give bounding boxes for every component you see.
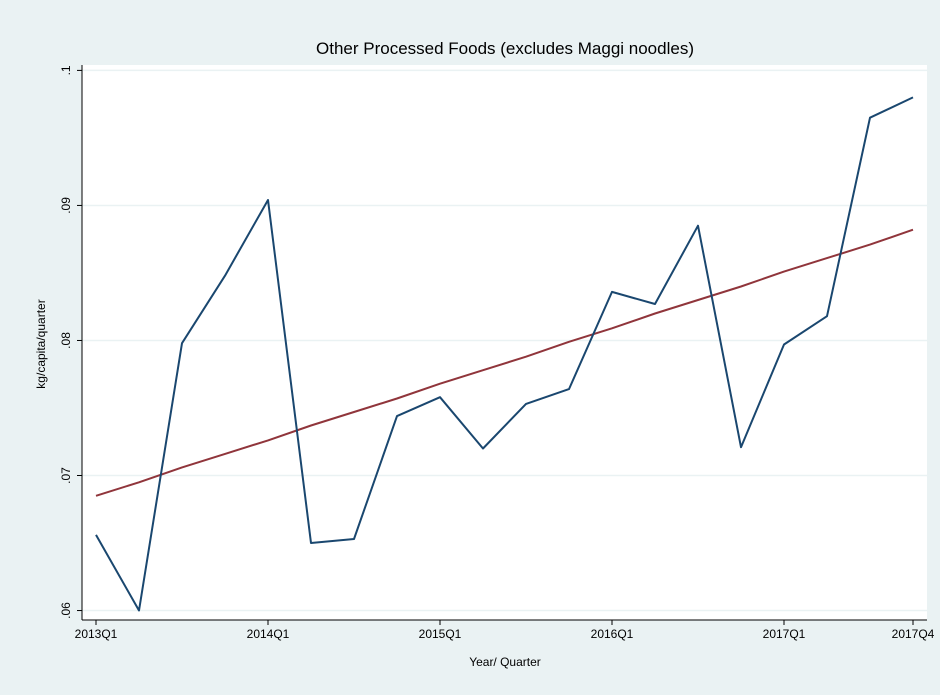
chart-title: Other Processed Foods (excludes Maggi no…: [316, 39, 694, 58]
plot-area: [82, 65, 927, 620]
y-tick-label: .06: [59, 602, 73, 619]
x-tick-labels: 2013Q1 2014Q1 2015Q1 2016Q1 2017Q1 2017Q4: [75, 627, 935, 641]
series-lines: [95, 96, 914, 612]
fit-line: [95, 228, 914, 497]
x-tick-label: 2015Q1: [419, 627, 462, 641]
x-tick-label: 2016Q1: [591, 627, 634, 641]
y-axis-title: kg/capita/quarter: [34, 299, 48, 388]
y-tick-labels: .06 .07 .08 .09 .1: [59, 65, 73, 619]
y-tick-label: .08: [59, 332, 73, 349]
x-tick-label: 2017Q1: [763, 627, 806, 641]
y-tick-label: .09: [59, 197, 73, 214]
x-tick-label: 2014Q1: [247, 627, 290, 641]
x-axis-title: Year/ Quarter: [469, 655, 541, 669]
x-tick-label: 2017Q4: [892, 627, 935, 641]
axes: [77, 65, 927, 625]
gridlines: [82, 69, 927, 612]
y-tick-label: .07: [59, 467, 73, 484]
series-line: [95, 96, 914, 612]
x-tick-label: 2013Q1: [75, 627, 118, 641]
y-tick-label: .1: [59, 65, 73, 75]
